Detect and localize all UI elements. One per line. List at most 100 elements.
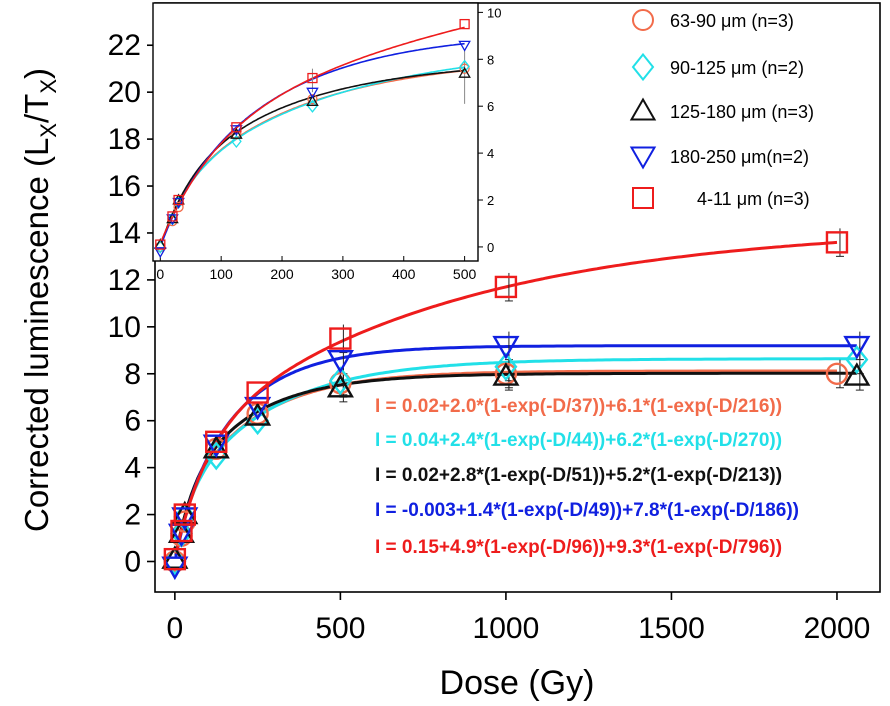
- equation-2: I = 0.04+2.4*(1-exp(-D/44))+6.2*(1-exp(-…: [375, 430, 782, 451]
- inset-point-series-1: [173, 201, 184, 213]
- inset-point-series-5: [307, 72, 318, 84]
- data-point-series-5: [173, 503, 196, 526]
- data-point-series-4: [171, 507, 199, 531]
- inset-point-series-4: [166, 214, 179, 226]
- inset-x-tick-label: 200: [270, 266, 294, 282]
- inset-x-tick-label: 500: [453, 266, 477, 282]
- inset-x-tick-label: 0: [156, 266, 164, 282]
- legend-label-2: 90-125 μm (n=2): [670, 58, 804, 78]
- data-point-series-5: [170, 519, 193, 543]
- y-tick-label: 10: [108, 311, 141, 344]
- inset-point-series-5: [173, 194, 184, 206]
- inset-y-tick-label: 0: [487, 240, 494, 255]
- x-axis-label: Dose (Gy): [440, 664, 595, 702]
- inset-point-series-3: [172, 193, 185, 205]
- x-tick-label: 1500: [638, 612, 705, 645]
- legend-marker-3: [629, 97, 657, 121]
- data-point-series-3: [171, 500, 199, 525]
- legend-label-1: 63-90 μm (n=3): [670, 11, 794, 31]
- legend-marker-2: [631, 52, 655, 82]
- data-point-series-3: [492, 362, 520, 386]
- inset-y-tick-label: 8: [487, 52, 494, 67]
- inset-point-series-4: [154, 247, 167, 259]
- fit-equations: I = 0.02+2.0*(1-exp(-D/37))+6.1*(1-exp(-…: [375, 396, 799, 558]
- inset-point-series-5: [155, 239, 166, 250]
- legend-marker-1: [632, 9, 654, 31]
- y-tick-label: 6: [124, 405, 141, 438]
- inset-point-series-3: [306, 95, 319, 106]
- y-tick-label: 4: [124, 452, 141, 485]
- main-plot-frame: [154, 2, 881, 593]
- y-tick-label: 2: [124, 499, 141, 532]
- fit-curve-3: [174, 371, 857, 556]
- y-tick-label: 14: [108, 217, 141, 250]
- x-tick-label: 2000: [804, 612, 871, 645]
- inset-point-series-1: [459, 63, 470, 74]
- data-point-series-5: [205, 430, 228, 454]
- inset-y-tick-label: 10: [487, 5, 501, 20]
- y-tick-label: 16: [108, 170, 141, 203]
- equation-3: I = 0.02+2.8*(1-exp(-D/51))+5.2*(1-exp(-…: [375, 465, 782, 486]
- x-tick-label: 0: [167, 612, 184, 645]
- data-point-series-2: [328, 366, 352, 396]
- inset-point-series-4: [230, 125, 243, 137]
- inset-point-series-2: [459, 59, 470, 73]
- legend-marker-4: [629, 146, 657, 170]
- equation-1: I = 0.02+2.0*(1-exp(-D/37))+6.1*(1-exp(-…: [375, 396, 782, 417]
- y-tick-label: 12: [108, 264, 141, 297]
- legend-label-4: 180-250 μm(n=2): [670, 147, 809, 167]
- data-point-series-3: [244, 402, 272, 426]
- inset-point-series-5: [459, 18, 470, 30]
- data-point-series-4: [492, 335, 520, 360]
- inset-point-series-4: [306, 87, 319, 99]
- legend: 63-90 μm (n=3) 90-125 μm (n=2) 125-180 μm …: [629, 9, 814, 209]
- data-point-series-2: [494, 352, 518, 382]
- y-tick-label: 8: [124, 358, 141, 391]
- data-point-series-3: [326, 373, 354, 398]
- inset-x-tick-label: 300: [331, 266, 355, 282]
- inset-fit-curve-3: [161, 69, 465, 242]
- x-tick-label: 1000: [473, 612, 540, 645]
- data-point-series-4: [244, 396, 272, 421]
- y-tick-label: 20: [108, 76, 141, 109]
- data-point-series-3: [843, 362, 871, 386]
- y-tick-label: 22: [108, 29, 141, 62]
- data-point-series-1: [825, 362, 849, 385]
- inset-frame: [152, 2, 479, 262]
- data-point-series-4: [202, 434, 230, 459]
- inset-point-series-1: [307, 94, 318, 105]
- data-point-series-4: [326, 349, 354, 374]
- inset-y-tick-label: 2: [487, 193, 494, 208]
- data-point-series-5: [163, 547, 187, 571]
- legend-marker-5: [632, 187, 654, 209]
- inset-x-tick-label: 400: [392, 266, 416, 282]
- equation-4: I = -0.003+1.4*(1-exp(-D/49))+7.8*(1-exp…: [375, 500, 799, 521]
- data-point-series-4: [843, 335, 871, 360]
- inset-plot: 0 100 200 300 400 500 0 2 4 6 8 10: [152, 2, 501, 282]
- data-point-series-5: [494, 275, 518, 299]
- data-point-series-2: [845, 345, 869, 375]
- inset-point-series-4: [458, 40, 471, 52]
- data-point-series-4: [161, 556, 189, 581]
- y-tick-label: 0: [124, 545, 141, 578]
- inset-point-series-3: [166, 212, 179, 224]
- y-tick-label: 18: [108, 123, 141, 156]
- inset-point-series-2: [307, 99, 318, 113]
- inset-y-tick-label: 6: [487, 99, 494, 114]
- legend-label-3: 125-180 μm (n=3): [670, 102, 814, 122]
- x-tick-label: 500: [315, 612, 365, 645]
- y-axis-label: Corrected luminescence (LX/TX): [18, 68, 61, 532]
- data-point-series-5: [329, 327, 352, 350]
- data-point-series-5: [825, 231, 849, 254]
- inset-x-tick-label: 100: [209, 266, 233, 282]
- inset-point-series-4: [172, 197, 185, 209]
- inset-point-series-5: [167, 211, 178, 222]
- inset-point-series-3: [230, 127, 243, 139]
- fit-curve-2: [174, 357, 857, 556]
- inset-point-series-2: [231, 134, 242, 149]
- inset-y-tick-label: 4: [487, 146, 494, 161]
- legend-label-5: 4-11 μm (n=3): [697, 189, 810, 209]
- axis-labels: Dose (Gy) Corrected luminescence (LX/TX): [18, 68, 594, 702]
